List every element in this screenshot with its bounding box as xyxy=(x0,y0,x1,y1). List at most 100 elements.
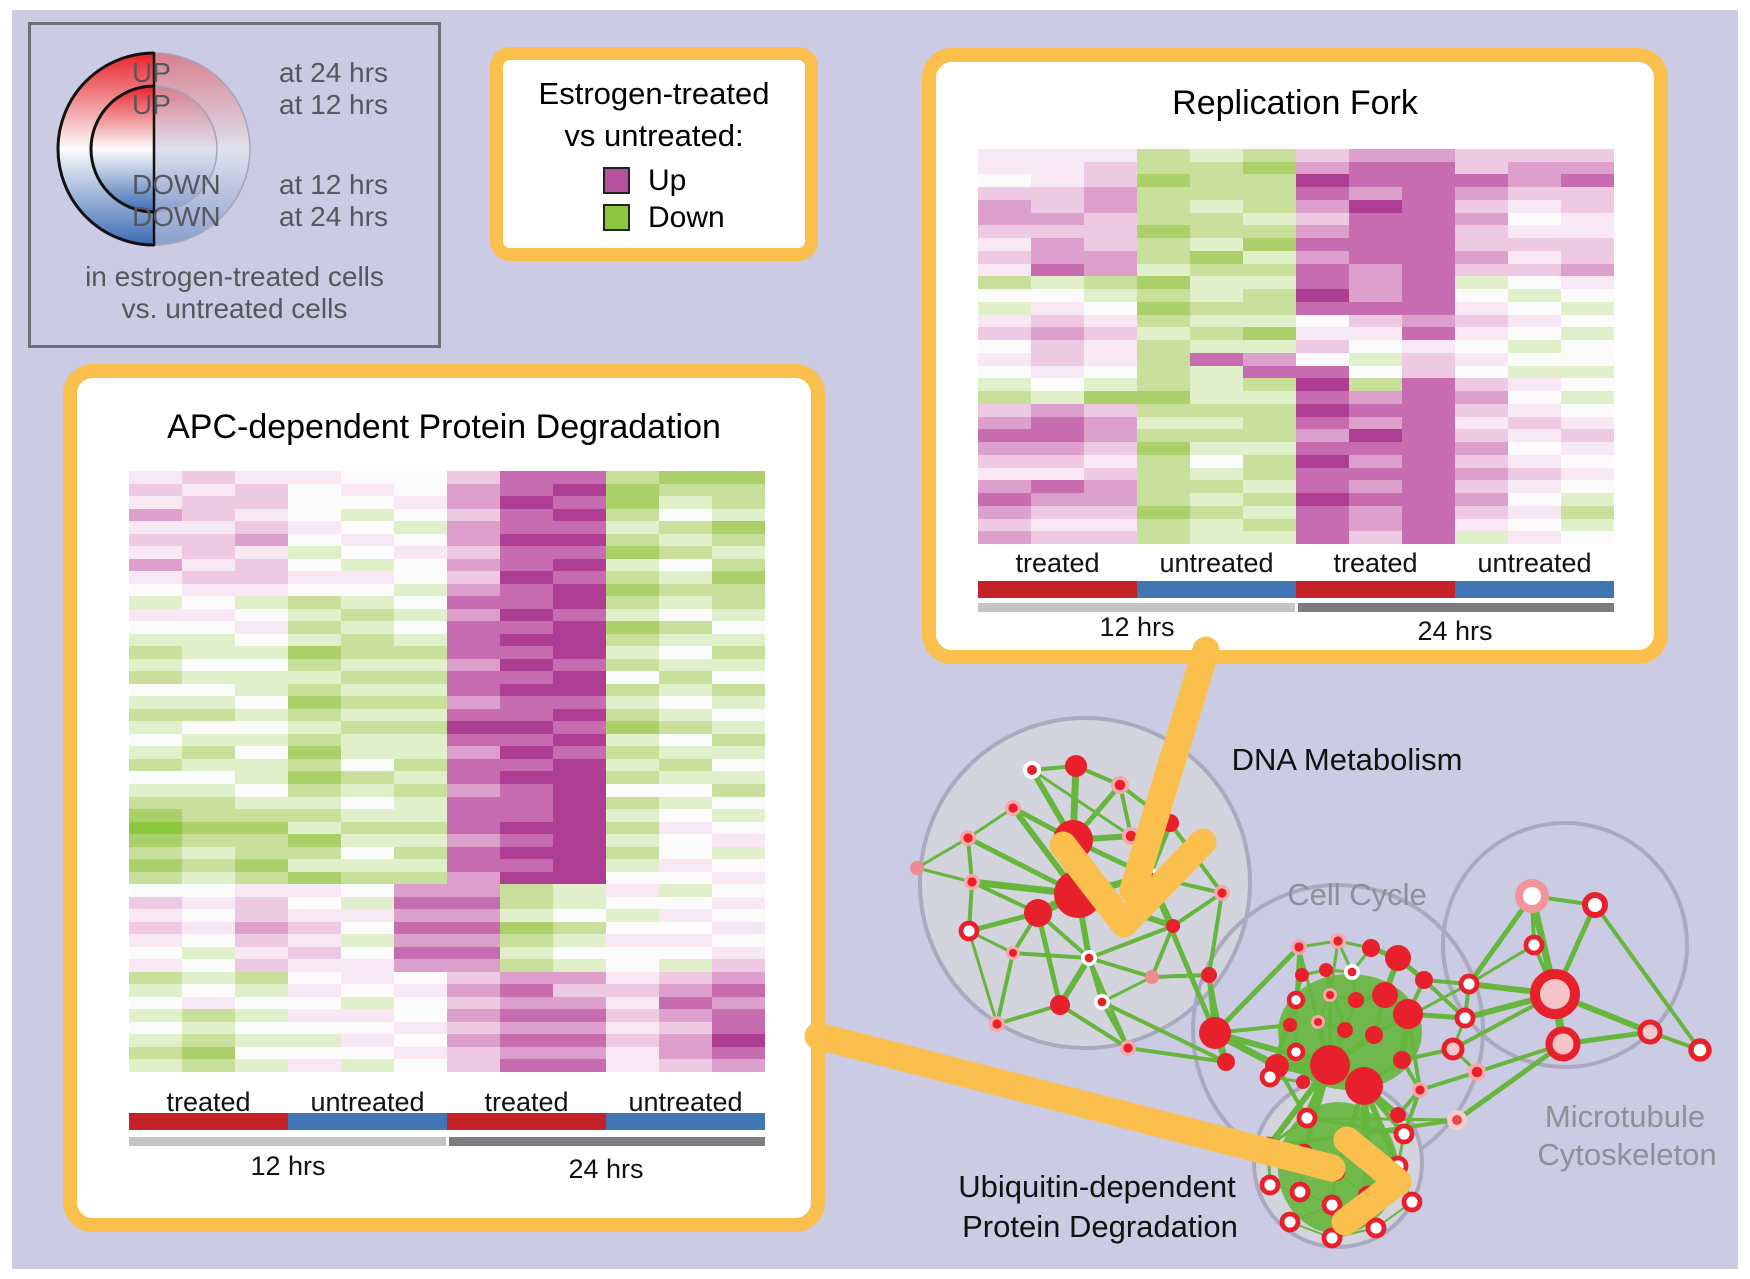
heatmap-cell xyxy=(1084,327,1137,341)
heatmap-cell xyxy=(394,571,447,584)
heatmap-cell xyxy=(1296,493,1349,506)
heatmap-cell xyxy=(659,533,712,547)
heatmap-cell xyxy=(606,784,659,797)
heatmap-cell xyxy=(500,1009,553,1022)
heatmap-cell xyxy=(1402,365,1455,379)
heatmap-cell xyxy=(712,546,765,559)
heatmap-cell xyxy=(500,508,553,522)
heatmap-cell xyxy=(1455,161,1508,175)
heatmap-cell xyxy=(341,809,394,822)
heatmap-cell xyxy=(1296,454,1349,468)
heatmap-cell xyxy=(1561,187,1614,200)
heatmap-cell xyxy=(1402,442,1455,455)
heatmap-cell xyxy=(1455,467,1508,481)
heatmap-cell xyxy=(1508,238,1561,251)
heatmap-cell xyxy=(500,621,553,634)
heatmap-cell xyxy=(659,608,712,622)
heatmap-cell xyxy=(606,871,659,885)
heatmap-cell xyxy=(341,834,394,847)
heatmap-cell xyxy=(182,971,235,985)
heatmap-cell xyxy=(288,859,341,872)
heatmap-cell xyxy=(1508,263,1561,277)
heatmap-cell xyxy=(1243,340,1296,353)
heatmap-cell xyxy=(394,796,447,810)
heatmap-cell xyxy=(341,846,394,860)
heatmap-cell xyxy=(1031,365,1084,379)
heatmap-cell xyxy=(659,646,712,659)
heatmap-cell xyxy=(1190,403,1243,417)
heatmap-cell xyxy=(553,558,606,572)
heatmap-cell xyxy=(1190,149,1243,162)
heatmap-cell xyxy=(341,521,394,534)
heatmap-cell xyxy=(394,1059,447,1072)
heatmap-cell xyxy=(1084,250,1137,264)
heatmap-cell xyxy=(606,571,659,584)
heatmap-cell xyxy=(235,784,288,797)
heatmap-cell xyxy=(1190,429,1243,443)
heatmap-cell xyxy=(235,608,288,622)
heatmap-cell xyxy=(1137,263,1190,277)
heatmap-cell xyxy=(182,884,235,897)
heatmap-cell xyxy=(394,1021,447,1035)
heatmap-cell xyxy=(1243,352,1296,366)
heatmap-cell xyxy=(1296,531,1349,544)
heatmap-cell xyxy=(447,884,500,897)
heatmap-cell xyxy=(341,1059,394,1072)
heatmap-cell xyxy=(1508,187,1561,200)
heatmap-cell xyxy=(1137,301,1190,315)
heatmap-cell xyxy=(394,596,447,609)
heatmap-cell xyxy=(447,896,500,910)
heatmap-cell xyxy=(606,733,659,747)
heatmap-cell xyxy=(1084,149,1137,162)
heatmap-cell xyxy=(1243,505,1296,519)
heatmap-cell xyxy=(1455,429,1508,443)
heatmap-cell xyxy=(129,496,182,509)
heatmap-cell xyxy=(182,921,235,935)
apc-condition-bars xyxy=(129,1113,765,1130)
heatmap-cell xyxy=(1084,518,1137,532)
heatmap-cell xyxy=(1455,314,1508,328)
heatmap-cell xyxy=(606,859,659,872)
heatmap-cell xyxy=(659,508,712,522)
heatmap-cell xyxy=(129,796,182,810)
heatmap-cell xyxy=(1349,238,1402,251)
heatmap-cell xyxy=(978,250,1031,264)
heatmap-cell xyxy=(1402,263,1455,277)
heatmap-cell xyxy=(1349,149,1402,162)
heatmap-cell xyxy=(1031,378,1084,392)
replication-fork-12hrs-label: 12 hrs xyxy=(1099,612,1175,642)
heatmap-cell xyxy=(341,909,394,922)
heatmap-cell xyxy=(129,521,182,534)
heatmap-cell xyxy=(341,596,394,609)
heatmap-cell xyxy=(1508,161,1561,175)
heatmap-cell xyxy=(500,721,553,734)
heatmap-cell xyxy=(288,696,341,709)
heatmap-cell xyxy=(553,733,606,747)
heatmap-cell xyxy=(500,784,553,797)
legend-swatch xyxy=(603,204,630,231)
heatmap-cell xyxy=(1349,327,1402,341)
heatmap-cell xyxy=(1508,467,1561,481)
heatmap-cell xyxy=(447,721,500,734)
heatmap-cell xyxy=(394,696,447,709)
heatmap-cell xyxy=(1349,161,1402,175)
heatmap-cell xyxy=(978,391,1031,404)
heatmap-cell xyxy=(1190,391,1243,404)
heatmap-cell xyxy=(1190,505,1243,519)
heatmap-cell xyxy=(606,1046,659,1060)
heatmap-cell xyxy=(500,871,553,885)
heatmap-cell xyxy=(394,1009,447,1022)
heatmap-cell xyxy=(712,471,765,484)
heatmap-cell xyxy=(1243,429,1296,443)
heatmap-cell xyxy=(606,971,659,985)
heatmap-cell xyxy=(659,934,712,947)
heatmap-cell xyxy=(606,1034,659,1047)
heatmap-cell xyxy=(712,821,765,835)
heatmap-cell xyxy=(394,946,447,960)
heatmap-cell xyxy=(394,758,447,772)
heatmap-cell xyxy=(1137,403,1190,417)
heatmap-cell xyxy=(1455,365,1508,379)
heatmap-cell xyxy=(447,608,500,622)
heatmap-cell xyxy=(1137,250,1190,264)
heatmap-cell xyxy=(500,608,553,622)
